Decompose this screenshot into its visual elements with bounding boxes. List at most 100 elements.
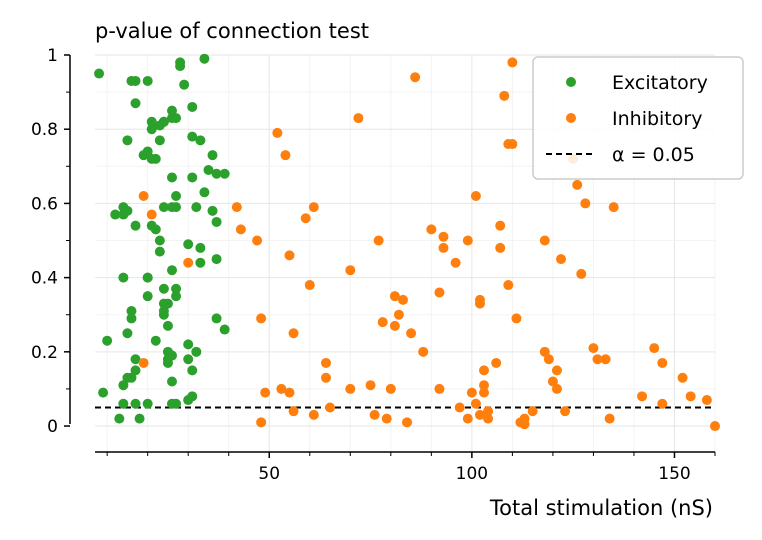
inhibitory-point	[280, 150, 291, 161]
inhibitory-point	[397, 294, 408, 305]
inhibitory-point	[519, 419, 530, 430]
inhibitory-point	[657, 357, 668, 368]
inhibitory-point	[466, 387, 477, 398]
x-tick-label: 100	[456, 464, 488, 484]
excitatory-point	[183, 339, 194, 350]
inhibitory-point	[479, 365, 490, 376]
inhibitory-point	[556, 254, 567, 265]
y-tick-label: 0.2	[31, 343, 58, 363]
excitatory-point	[142, 398, 153, 409]
inhibitory-point	[393, 309, 404, 320]
inhibitory-point	[474, 409, 485, 420]
excitatory-point	[130, 75, 141, 86]
inhibitory-point	[434, 287, 445, 298]
excitatory-point	[130, 220, 141, 231]
inhibitory-point	[284, 387, 295, 398]
inhibitory-point	[685, 391, 696, 402]
inhibitory-point	[434, 383, 445, 394]
inhibitory-point	[499, 90, 510, 101]
excitatory-point	[162, 298, 173, 309]
legend-box	[532, 56, 744, 180]
inhibitory-point	[345, 383, 356, 394]
inhibitory-point	[272, 127, 283, 138]
excitatory-point	[211, 216, 222, 227]
excitatory-point	[207, 150, 218, 161]
inhibitory-point	[539, 346, 550, 357]
inhibitory-point	[649, 343, 660, 354]
legend-marker-inhibitory	[566, 113, 576, 123]
inhibitory-point	[426, 224, 437, 235]
excitatory-point	[122, 328, 133, 339]
inhibitory-point	[365, 380, 376, 391]
excitatory-point	[150, 335, 161, 346]
excitatory-point	[211, 168, 222, 179]
inhibitory-point	[402, 417, 413, 428]
y-tick-label: 1	[47, 46, 58, 66]
excitatory-point	[142, 146, 153, 157]
excitatory-point	[158, 309, 169, 320]
excitatory-point	[118, 398, 129, 409]
inhibitory-point	[580, 198, 591, 209]
y-tick-label: 0	[47, 417, 58, 437]
inhibitory-point	[454, 402, 465, 413]
excitatory-point	[211, 254, 222, 265]
inhibitory-point	[470, 398, 481, 409]
inhibitory-point	[479, 387, 490, 398]
excitatory-point	[171, 283, 182, 294]
x-tick-label: 150	[658, 464, 690, 484]
excitatory-point	[142, 75, 153, 86]
inhibitory-point	[389, 320, 400, 331]
inhibitory-point	[138, 190, 149, 201]
inhibitory-point	[539, 235, 550, 246]
excitatory-point	[183, 239, 194, 250]
excitatory-point	[195, 135, 206, 146]
excitatory-point	[187, 391, 198, 402]
inhibitory-point	[345, 265, 356, 276]
excitatory-point	[199, 187, 210, 198]
inhibitory-point	[235, 224, 246, 235]
excitatory-point	[154, 135, 165, 146]
inhibitory-point	[138, 357, 149, 368]
inhibitory-point	[479, 380, 490, 391]
inhibitory-point	[507, 139, 518, 150]
inhibitory-point	[483, 413, 494, 424]
excitatory-point	[150, 153, 161, 164]
excitatory-point	[130, 365, 141, 376]
inhibitory-point	[276, 383, 287, 394]
excitatory-point	[211, 313, 222, 324]
inhibitory-point	[260, 387, 271, 398]
excitatory-point	[187, 131, 198, 142]
excitatory-point	[126, 313, 137, 324]
excitatory-point	[207, 205, 218, 216]
excitatory-point	[166, 172, 177, 183]
inhibitory-point	[637, 391, 648, 402]
excitatory-point	[171, 113, 182, 124]
excitatory-point	[166, 376, 177, 387]
excitatory-point	[191, 202, 202, 213]
inhibitory-point	[300, 213, 311, 224]
inhibitory-point	[604, 413, 615, 424]
inhibitory-point	[503, 280, 514, 291]
inhibitory-point	[406, 328, 417, 339]
inhibitory-point	[377, 317, 388, 328]
excitatory-point	[130, 398, 141, 409]
excitatory-point	[146, 124, 157, 135]
legend-marker-excitatory	[566, 77, 576, 87]
excitatory-point	[187, 101, 198, 112]
inhibitory-point	[325, 402, 336, 413]
inhibitory-point	[572, 179, 583, 190]
excitatory-point	[110, 209, 121, 220]
excitatory-point	[171, 190, 182, 201]
inhibitory-point	[657, 398, 668, 409]
excitatory-point	[183, 354, 194, 365]
inhibitory-point	[288, 406, 299, 417]
inhibitory-point	[288, 328, 299, 339]
inhibitory-point	[450, 257, 461, 268]
inhibitory-point	[576, 268, 587, 279]
inhibitory-point	[710, 421, 720, 432]
y-tick-label: 0.8	[31, 120, 58, 140]
excitatory-point	[219, 168, 230, 179]
inhibitory-point	[701, 395, 712, 406]
excitatory-point	[162, 320, 173, 331]
